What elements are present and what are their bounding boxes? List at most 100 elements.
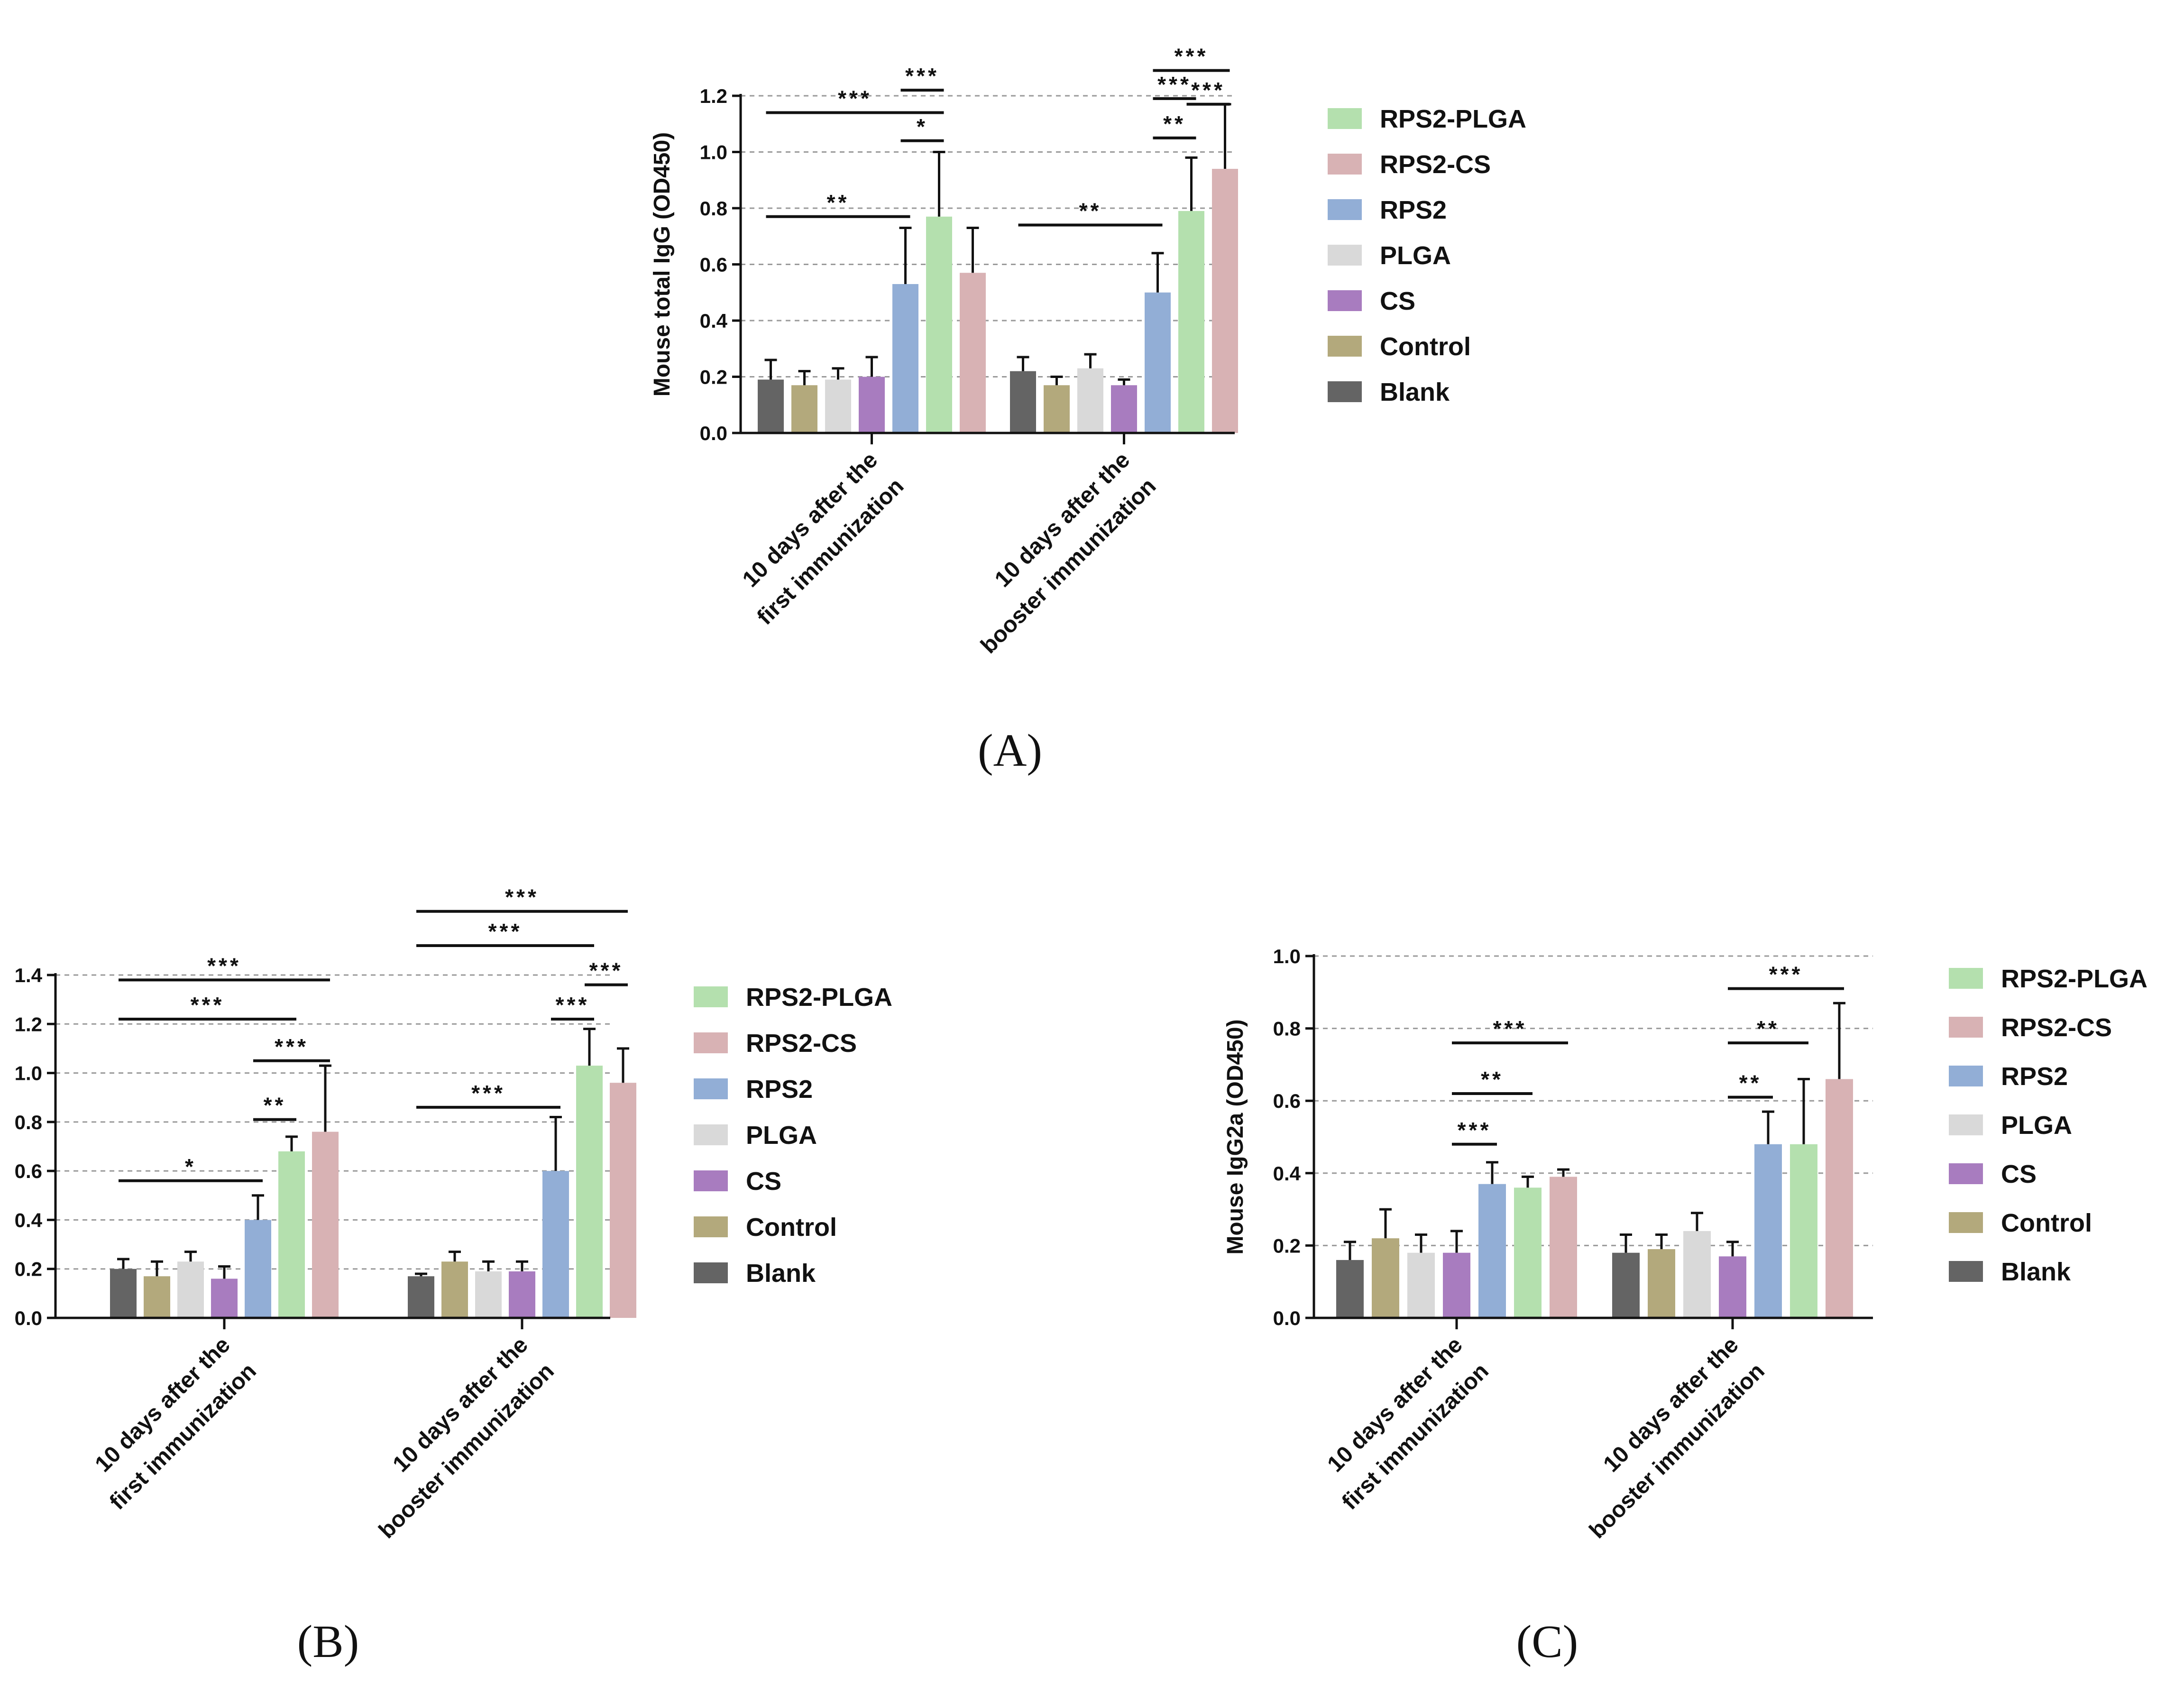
legend-label-rps2-cs: RPS2-CS — [2001, 1013, 2112, 1042]
legend-swatch-control — [1949, 1212, 1983, 1233]
legend-label-control: Control — [1380, 332, 1471, 361]
y-tick-label: 0.2 — [700, 366, 727, 388]
significance-label: *** — [556, 993, 590, 1017]
y-tick-label: 0.0 — [15, 1307, 42, 1329]
legend-swatch-plga — [1328, 245, 1362, 266]
panel-a: 0.0 0.2 0.4 0.6 0.8 1.0 1.2 Mouse total IgG (OD… — [650, 44, 1526, 776]
bar-blank-first — [1336, 1260, 1364, 1318]
legend-label-control: Control — [746, 1213, 837, 1242]
y-tick-label: 0.4 — [1273, 1162, 1301, 1185]
legend-label-rps2-plga: RPS2-PLGA — [2001, 965, 2147, 993]
category-label: 10 days after thefirst immunization — [1311, 1332, 1494, 1515]
panel-b: 0.00.20.40.60.81.01.21.4Mouse IgG1 (OD45… — [15, 885, 892, 1667]
y-tick-label: 0.8 — [15, 1111, 42, 1133]
legend-label-rps2-plga: RPS2-PLGA — [1380, 105, 1526, 133]
bar-plga-first — [1407, 1252, 1435, 1318]
bar-rps2-first — [892, 284, 918, 433]
y-tick-label: 0.6 — [1273, 1090, 1301, 1112]
legend-swatch-rps2-plga — [1949, 968, 1983, 989]
bar-blank-booster — [1612, 1252, 1640, 1318]
legend-label-plga: PLGA — [1380, 241, 1451, 270]
bar-rps2-plga-booster — [1790, 1144, 1817, 1318]
y-tick-label: 0.4 — [15, 1209, 43, 1231]
bar-rps2-cs-first — [1550, 1177, 1577, 1318]
significance-label: *** — [1191, 78, 1225, 102]
bar-control-booster — [1044, 385, 1070, 433]
bar-control-booster — [1648, 1249, 1675, 1318]
bar-rps2-cs-booster — [610, 1083, 636, 1318]
legend-swatch-control — [1328, 336, 1362, 357]
bar-cs-first — [1443, 1252, 1470, 1318]
legend-swatch-rps2-cs — [694, 1032, 728, 1053]
bar-plga-booster — [1077, 368, 1103, 433]
y-tick-label: 0.8 — [1273, 1018, 1301, 1040]
legend-label-rps2: RPS2 — [746, 1075, 813, 1104]
significance-label: ** — [1163, 111, 1186, 136]
bar-cs-booster — [509, 1271, 535, 1318]
y-tick-label: 1.0 — [700, 141, 727, 164]
y-tick-label: 0.8 — [700, 197, 727, 220]
bar-rps2-plga-first — [278, 1151, 305, 1318]
legend-label-blank: Blank — [746, 1259, 816, 1288]
legend-swatch-cs — [694, 1170, 728, 1191]
y-tick-label: 0.2 — [15, 1258, 42, 1280]
legend-swatch-blank — [694, 1262, 728, 1283]
legend-swatch-rps2 — [1949, 1066, 1983, 1086]
legend-label-rps2: RPS2 — [2001, 1062, 2068, 1091]
y-tick-label: 1.2 — [700, 85, 727, 107]
y-axis-title: Mouse total IgG (OD450) — [650, 132, 675, 396]
y-tick-label: 0.6 — [15, 1160, 42, 1182]
legend-label-plga: PLGA — [2001, 1111, 2072, 1140]
bar-control-booster — [441, 1261, 468, 1318]
significance-label: * — [917, 114, 928, 139]
category-label: 10 days after thefirst immunization — [79, 1332, 261, 1515]
y-tick-label: 0.6 — [700, 254, 727, 276]
legend-swatch-plga — [1949, 1114, 1983, 1135]
significance-label: *** — [191, 993, 225, 1017]
y-tick-label: 0.0 — [700, 422, 727, 444]
significance-label: ** — [264, 1093, 286, 1118]
significance-label: *** — [838, 86, 872, 111]
bar-cs-first — [211, 1279, 238, 1318]
legend-label-cs: CS — [2001, 1160, 2037, 1188]
bar-rps2-cs-booster — [1212, 169, 1238, 433]
bar-rps2-cs-first — [960, 273, 986, 433]
legend-swatch-plga — [694, 1124, 728, 1145]
significance-label: *** — [471, 1081, 505, 1105]
significance-label: ** — [1481, 1067, 1504, 1092]
bar-blank-first — [110, 1269, 137, 1318]
bar-rps2-booster — [1145, 292, 1171, 433]
significance-label: *** — [589, 958, 624, 983]
bar-cs-booster — [1111, 385, 1137, 433]
bar-control-first — [144, 1276, 170, 1318]
bar-control-first — [1372, 1238, 1399, 1318]
bar-rps2-booster — [1754, 1144, 1782, 1318]
significance-label: ** — [1079, 199, 1102, 223]
bar-rps2-plga-booster — [1178, 211, 1204, 433]
legend-swatch-rps2 — [1328, 199, 1362, 220]
y-tick-label: 0.2 — [1273, 1234, 1301, 1257]
category-label: 10 days after thebooster immunization — [348, 1332, 559, 1543]
legend-swatch-cs — [1328, 290, 1362, 311]
bar-blank-first — [758, 379, 784, 433]
bar-rps2-plga-booster — [576, 1066, 603, 1318]
category-label: 10 days after thebooster immunization — [1559, 1332, 1770, 1543]
legend-label-rps2-cs: RPS2-CS — [1380, 150, 1491, 179]
legend-label-blank: Blank — [1380, 378, 1450, 406]
y-tick-label: 1.2 — [15, 1013, 42, 1035]
bar-rps2-first — [1478, 1184, 1506, 1318]
bar-plga-first — [177, 1261, 204, 1318]
legend-swatch-rps2 — [694, 1078, 728, 1099]
legend-label-control: Control — [2001, 1209, 2092, 1237]
significance-label: * — [185, 1154, 196, 1179]
significance-label: *** — [905, 64, 939, 88]
legend-label-cs: CS — [746, 1167, 781, 1196]
panel-caption: (A) — [978, 725, 1042, 776]
legend-swatch-cs — [1949, 1163, 1983, 1184]
bar-plga-booster — [475, 1271, 502, 1318]
legend-label-rps2-cs: RPS2-CS — [746, 1029, 857, 1058]
bar-cs-first — [859, 377, 885, 433]
significance-label: *** — [207, 953, 241, 978]
legend-swatch-blank — [1328, 381, 1362, 402]
bar-rps2-cs-first — [312, 1132, 339, 1318]
